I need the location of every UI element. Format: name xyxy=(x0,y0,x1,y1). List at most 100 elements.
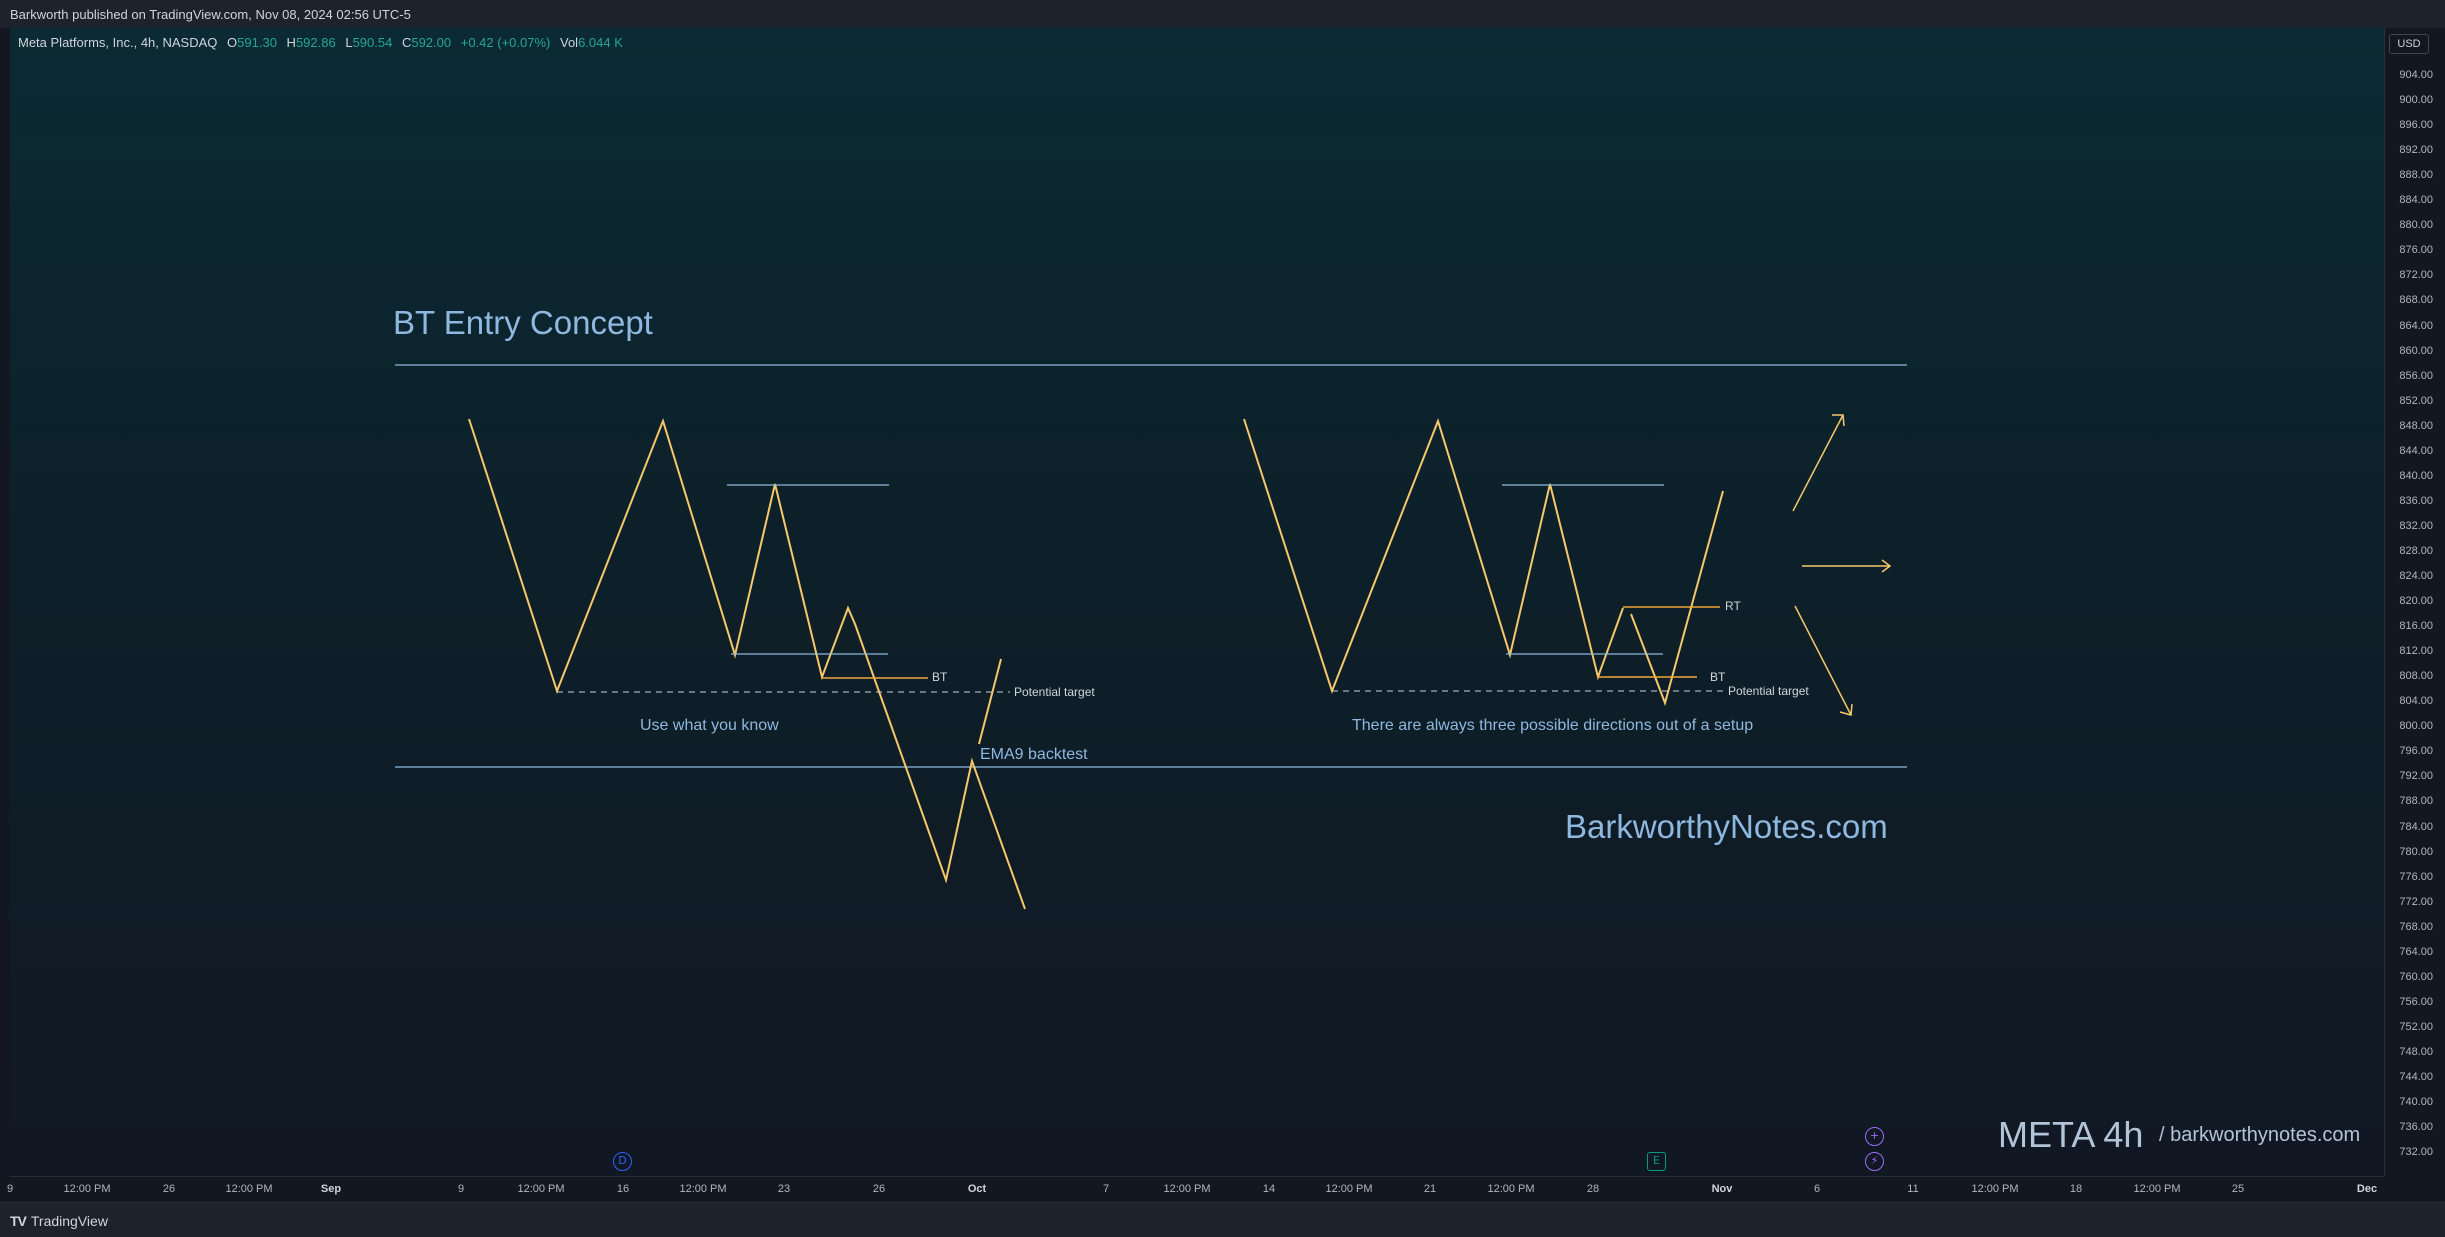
left-caption[interactable]: Use what you know xyxy=(640,717,779,734)
price-tick: 876.00 xyxy=(2399,244,2433,257)
watermark-site: / barkworthynotes.com xyxy=(2159,1124,2361,1146)
earnings-marker[interactable]: E xyxy=(1647,1152,1666,1171)
time-tick: 25 xyxy=(2231,1183,2245,1195)
price-tick: 904.00 xyxy=(2399,69,2433,81)
change-value: +0.42 (+0.07%) xyxy=(460,35,551,50)
price-tick: 896.00 xyxy=(2399,119,2433,132)
price-tick: 812.00 xyxy=(2399,645,2433,658)
price-tick: 820.00 xyxy=(2399,595,2433,608)
time-tick: 23 xyxy=(777,1183,791,1195)
left-w-pattern-path[interactable] xyxy=(468,417,1026,910)
right-rt-label[interactable]: RT xyxy=(1725,599,1741,613)
price-tick: 792.00 xyxy=(2399,770,2433,783)
time-tick: Sep xyxy=(320,1183,342,1195)
arrow-up[interactable] xyxy=(1792,414,1845,512)
symbol-name[interactable]: Meta Platforms, Inc., 4h, NASDAQ xyxy=(18,35,218,50)
price-axis[interactable]: 904.00 900.00 896.00 892.00 888.00 884.00 880.… xyxy=(2384,28,2445,1176)
time-tick: 16 xyxy=(616,1183,630,1195)
left-target-label[interactable]: Potential target xyxy=(1014,685,1095,699)
price-tick: 736.00 xyxy=(2399,1121,2433,1134)
time-tick: 18 xyxy=(2069,1183,2083,1195)
price-tick: 900.00 xyxy=(2399,94,2433,107)
price-tick: 868.00 xyxy=(2399,294,2433,307)
price-tick: 764.00 xyxy=(2399,945,2433,958)
time-tick: 9 xyxy=(457,1183,465,1195)
price-tick: 840.00 xyxy=(2399,469,2433,482)
left-bt-label[interactable]: BT xyxy=(932,670,948,684)
time-tick: 7 xyxy=(1102,1183,1110,1195)
publish-info: Barkworth published on TradingView.com, … xyxy=(10,7,411,22)
right-bt-label[interactable]: BT xyxy=(1710,670,1726,684)
volume-value: 6.044 K xyxy=(578,35,623,50)
price-tick: 756.00 xyxy=(2399,995,2433,1008)
time-tick: Nov xyxy=(1711,1183,1733,1195)
low-label: L xyxy=(345,35,353,50)
time-tick: 12:00 PM xyxy=(63,1183,111,1195)
footer-bar: TV TradingView xyxy=(0,1202,2445,1237)
drawings-layer[interactable] xyxy=(10,28,2384,1176)
tradingview-brand: TradingView xyxy=(30,1213,108,1229)
right-w-pattern-path[interactable] xyxy=(1243,417,1624,694)
price-tick: 796.00 xyxy=(2399,745,2433,758)
price-tick: 848.00 xyxy=(2399,419,2433,432)
price-tick: 768.00 xyxy=(2399,920,2433,933)
time-tick: 12:00 PM xyxy=(2133,1183,2181,1195)
price-tick: 776.00 xyxy=(2399,870,2433,883)
price-tick: 816.00 xyxy=(2399,620,2433,633)
time-tick: 12:00 PM xyxy=(517,1183,565,1195)
close-label: C xyxy=(401,35,412,50)
price-tick: 780.00 xyxy=(2399,845,2433,858)
price-tick: 788.00 xyxy=(2399,795,2433,808)
price-tick: 892.00 xyxy=(2399,144,2433,157)
right-target-label[interactable]: Potential target xyxy=(1728,684,1809,698)
tradingview-logo-icon: TV xyxy=(10,1213,27,1229)
price-tick: 872.00 xyxy=(2399,269,2433,282)
symbol-legend[interactable]: Meta Platforms, Inc., 4h, NASDAQ O591.30… xyxy=(18,35,623,50)
close-value: 592.00 xyxy=(411,35,452,50)
price-tick: 760.00 xyxy=(2399,970,2433,983)
open-value: 591.30 xyxy=(237,35,277,50)
high-value: 592.86 xyxy=(295,35,336,50)
price-tick: 804.00 xyxy=(2399,695,2433,708)
high-label: H xyxy=(286,35,296,50)
watermark-symbol: META 4h xyxy=(1998,1114,2144,1155)
right-breakout-path[interactable] xyxy=(1630,490,1724,707)
price-tick: 824.00 xyxy=(2399,570,2433,582)
right-caption[interactable]: There are always three possible directio… xyxy=(1352,717,1754,734)
time-tick: 14 xyxy=(1262,1183,1276,1195)
currency-button[interactable]: USD xyxy=(2389,34,2429,54)
ema-backtest-label[interactable]: EMA9 backtest xyxy=(980,746,1088,763)
time-tick: Oct xyxy=(967,1183,987,1195)
price-tick: 832.00 xyxy=(2399,519,2433,532)
time-tick: 21 xyxy=(1423,1183,1437,1195)
price-tick: 828.00 xyxy=(2399,544,2433,557)
time-tick: 12:00 PM xyxy=(225,1183,273,1195)
chart-pane[interactable]: Meta Platforms, Inc., 4h, NASDAQ O591.30… xyxy=(10,28,2384,1176)
price-tick: 884.00 xyxy=(2399,194,2433,207)
time-tick: 6 xyxy=(1813,1183,1821,1195)
time-tick: 11 xyxy=(1907,1183,1919,1195)
concept-title[interactable]: BT Entry Concept xyxy=(393,304,653,341)
price-tick: 808.00 xyxy=(2399,670,2433,683)
tradingview-logo[interactable]: TV TradingView xyxy=(10,1213,108,1229)
time-tick: 12:00 PM xyxy=(1487,1183,1535,1195)
time-tick: 26 xyxy=(872,1183,886,1195)
price-tick: 748.00 xyxy=(2399,1045,2433,1058)
arrow-down[interactable] xyxy=(1794,605,1853,716)
time-tick: 12:00 PM xyxy=(1163,1183,1211,1195)
price-tick: 732.00 xyxy=(2399,1146,2433,1159)
lightning-event-icon[interactable]: ⚡ xyxy=(1865,1152,1884,1171)
arrow-sideways[interactable] xyxy=(1802,559,1892,573)
price-tick: 852.00 xyxy=(2399,394,2433,407)
time-tick: 12:00 PM xyxy=(1971,1183,2019,1195)
time-tick: 26 xyxy=(162,1183,176,1195)
left-ema-leg[interactable] xyxy=(978,658,1002,745)
publish-info-bar: Barkworth published on TradingView.com, … xyxy=(0,0,2445,28)
time-axis[interactable]: 9 12:00 PM 26 12:00 PM Sep 9 12:00 PM 16 12:00 P… xyxy=(7,1176,2384,1202)
time-tick: 28 xyxy=(1586,1183,1600,1195)
dividend-marker[interactable]: D xyxy=(613,1152,632,1171)
site-label[interactable]: BarkworthyNotes.com xyxy=(1565,808,1888,845)
price-tick: 860.00 xyxy=(2399,344,2433,357)
price-tick: 772.00 xyxy=(2399,895,2433,908)
plus-event-icon[interactable]: + xyxy=(1865,1127,1884,1146)
